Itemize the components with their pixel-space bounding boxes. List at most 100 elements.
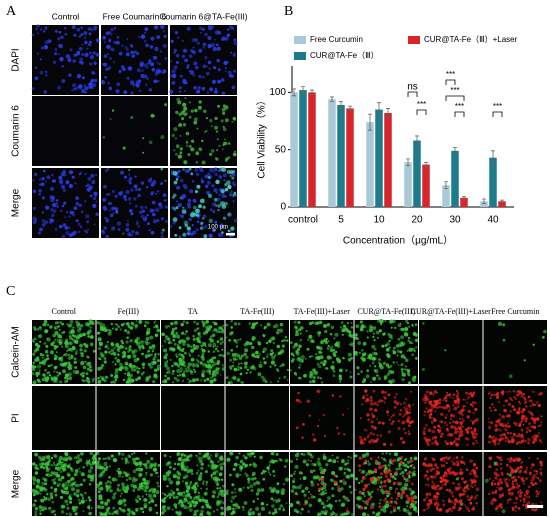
cell (146, 43, 150, 47)
cell (532, 425, 537, 429)
cell (67, 324, 71, 328)
cell (110, 374, 114, 377)
cell (121, 457, 124, 460)
cell (222, 111, 226, 115)
cell (469, 392, 473, 395)
cell (226, 28, 230, 31)
micrograph (101, 96, 168, 166)
cell (382, 442, 387, 446)
cell (166, 485, 169, 488)
cell (468, 393, 470, 395)
cell (367, 460, 370, 463)
cell (114, 478, 118, 482)
cell (149, 208, 154, 213)
cell (528, 400, 531, 403)
cell (198, 338, 201, 341)
cell (121, 482, 125, 487)
cell (50, 471, 54, 475)
cell (237, 505, 241, 509)
cell (513, 502, 516, 504)
cell (136, 336, 140, 341)
cell (47, 497, 51, 502)
cell (282, 507, 285, 510)
cell (242, 462, 246, 466)
cell (280, 491, 285, 496)
cell (273, 474, 276, 477)
cell (125, 223, 130, 227)
cell (39, 353, 43, 357)
cell (84, 36, 87, 39)
cell (274, 508, 278, 512)
cell (461, 430, 464, 433)
cell (494, 489, 498, 492)
cell (426, 470, 429, 473)
cell (190, 232, 194, 236)
cell (114, 378, 118, 381)
cell (344, 325, 347, 328)
cell (408, 470, 412, 474)
cell (92, 196, 97, 201)
column-header: Free Curcumin (491, 307, 539, 316)
cell (198, 147, 203, 152)
cell (153, 374, 157, 379)
cell (178, 373, 182, 377)
cell (296, 458, 298, 461)
cell (294, 325, 298, 329)
cell (298, 344, 302, 349)
cell (357, 372, 360, 376)
cell (141, 352, 144, 355)
cell (217, 204, 221, 208)
cell (452, 393, 456, 397)
cell (500, 429, 502, 432)
cell (340, 321, 344, 324)
cell (162, 43, 168, 48)
cell (455, 460, 460, 464)
significance-label: *** (446, 70, 455, 79)
cell (68, 335, 71, 338)
cell (47, 323, 49, 326)
cell (205, 481, 209, 484)
cell (213, 202, 217, 206)
cell (467, 437, 470, 441)
cell (182, 491, 186, 494)
cell (430, 406, 434, 411)
cell (171, 508, 174, 511)
cell (239, 459, 244, 464)
cell (167, 370, 171, 374)
cell (439, 476, 443, 480)
cell (503, 408, 507, 413)
cell (316, 363, 320, 366)
cell (313, 370, 318, 375)
cell (82, 332, 86, 337)
cell (201, 353, 205, 356)
cell (174, 233, 178, 237)
cell (412, 403, 414, 406)
cell (496, 482, 500, 486)
cell (380, 390, 385, 394)
cell (432, 482, 435, 485)
cell (172, 338, 176, 342)
cell (302, 476, 307, 481)
cell (527, 485, 531, 489)
cell (150, 360, 156, 366)
cell (196, 464, 199, 467)
cell (205, 503, 208, 506)
cell (446, 468, 450, 472)
cell (200, 344, 203, 347)
cell (347, 462, 350, 465)
cell (146, 213, 149, 217)
cell (57, 85, 62, 90)
cell (408, 411, 412, 415)
cell (532, 476, 534, 479)
cell (135, 378, 139, 381)
cell (170, 39, 174, 43)
cell (530, 416, 534, 421)
cell (400, 341, 403, 344)
cell (150, 62, 155, 67)
cell (77, 483, 81, 487)
cell (465, 468, 469, 471)
cell (159, 204, 164, 209)
cell (304, 486, 309, 491)
cell (318, 365, 322, 369)
cell (117, 353, 120, 356)
